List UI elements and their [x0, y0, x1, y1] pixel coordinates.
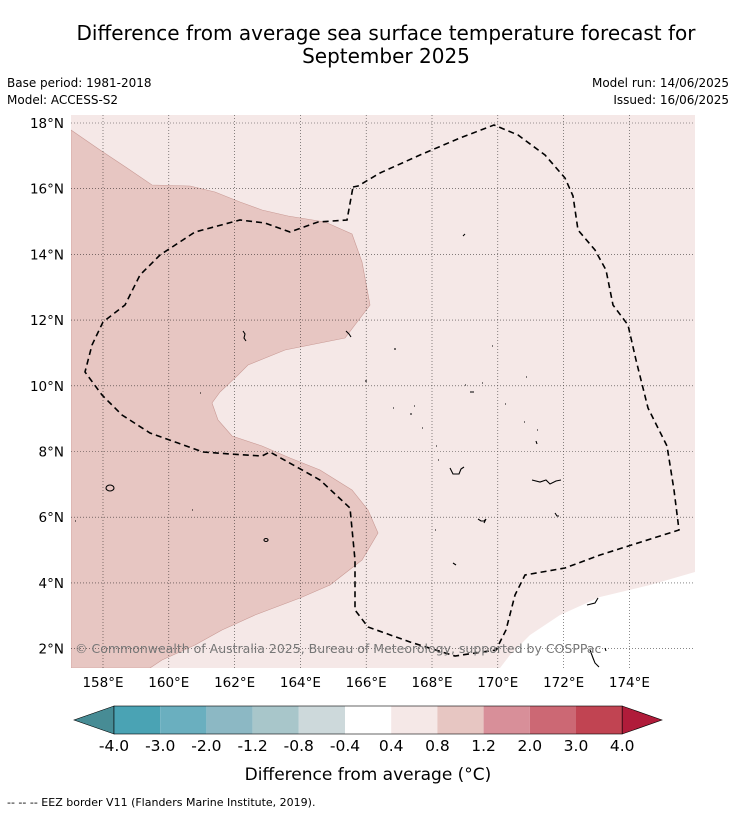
- latitude-tick-label: 14°N: [30, 247, 64, 263]
- model-name: Model: ACCESS-S2: [7, 93, 119, 107]
- anomaly-band-neutral: [500, 572, 695, 668]
- island: [554, 512, 559, 517]
- colorbar-tick-label: 3.0: [564, 737, 589, 755]
- colorbar-tick-label: -0.4: [330, 737, 360, 755]
- colorbar-cell: [483, 706, 530, 734]
- meta-right: Model run: 14/06/2025 Issued: 16/06/2025: [592, 75, 729, 109]
- base-period: Base period: 1981-2018: [7, 76, 152, 90]
- colorbar-extend-high: [621, 705, 663, 735]
- longitude-tick-label: 168°E: [411, 675, 452, 691]
- colorbar-cell: [345, 706, 392, 734]
- island: [589, 647, 607, 668]
- colorbar-tick-label: 0.4: [379, 737, 404, 755]
- colorbar-cell: [298, 706, 345, 734]
- island: [449, 466, 465, 475]
- island: [505, 376, 527, 405]
- island: [462, 233, 466, 237]
- anomaly-band-0.8-1.2: [71, 129, 379, 668]
- latitude-labels: 18°N 16°N 14°N 12°N 10°N 8°N 6°N 4°N 2°N: [30, 116, 64, 658]
- latitude-tick-label: 2°N: [39, 642, 64, 658]
- graticule: [71, 115, 695, 668]
- latitude-tick-label: 18°N: [30, 116, 64, 132]
- colorbar-title: Difference from average (°C): [245, 765, 492, 785]
- issued-date: Issued: 16/06/2025: [613, 93, 729, 107]
- longitude-tick-label: 166°E: [346, 675, 387, 691]
- longitude-tick-label: 158°E: [82, 675, 123, 691]
- island: [263, 537, 269, 543]
- latitude-tick-label: 12°N: [30, 313, 64, 329]
- colorbar-cell: [160, 706, 207, 734]
- latitude-tick-label: 6°N: [39, 510, 64, 526]
- island: [105, 484, 115, 492]
- latitude-tick-label: 4°N: [39, 576, 64, 592]
- copyright-notice: © Commonwealth of Australia 2025, Bureau…: [75, 641, 601, 656]
- colorbar-tick-label: -1.2: [237, 737, 267, 755]
- latitude-tick-label: 16°N: [30, 182, 64, 198]
- colorbar-cell: [252, 706, 299, 734]
- longitude-tick-label: 162°E: [214, 675, 255, 691]
- map-area: © Commonwealth of Australia 2025, Bureau…: [71, 115, 695, 668]
- colorbar-tick-label: -3.0: [145, 737, 175, 755]
- colorbar-tick-label: 4.0: [610, 737, 635, 755]
- colorbar-tick-label: -0.8: [284, 737, 314, 755]
- legend-footnote: -- -- -- EEZ border V11 (Flanders Marine…: [7, 796, 316, 809]
- longitude-tick-label: 174°E: [609, 675, 650, 691]
- colorbar-tick-label: 0.8: [425, 737, 450, 755]
- island: [452, 562, 457, 566]
- colorbar-tick-label: 1.2: [471, 737, 496, 755]
- meta-left: Base period: 1981-2018 Model: ACCESS-S2: [7, 75, 152, 109]
- colorbar-cell: [206, 706, 253, 734]
- colorbar-cell: [529, 706, 576, 734]
- model-run: Model run: 14/06/2025: [591, 76, 729, 90]
- longitude-tick-label: 170°E: [477, 675, 518, 691]
- colorbar-outline: [113, 705, 623, 735]
- island: [345, 330, 352, 338]
- eez-border: [84, 124, 680, 657]
- island: [477, 518, 487, 524]
- colorbar-tick-label: -4.0: [99, 737, 129, 755]
- island: [465, 382, 483, 393]
- island: [393, 405, 415, 415]
- latitude-tick-label: 8°N: [39, 445, 64, 461]
- island: [586, 597, 599, 606]
- island: [524, 421, 538, 445]
- colorbar-tick-label: -2.0: [191, 737, 221, 755]
- colorbar-cell: [437, 706, 484, 734]
- islands: [75, 233, 607, 668]
- colorbar-cell: [576, 706, 623, 734]
- longitude-tick-label: 160°E: [148, 675, 189, 691]
- colorbar-cell: [114, 706, 161, 734]
- island: [75, 392, 436, 531]
- chart-title: Difference from average sea surface temp…: [0, 22, 736, 68]
- island: [531, 479, 562, 485]
- colorbar-labels: -4.0 -3.0 -2.0 -1.2 -0.8 -0.4 0.4 0.8 1.2 2.0 3.0 4…: [99, 737, 635, 755]
- colorbar-tick-label: 2.0: [517, 737, 542, 755]
- longitude-tick-label: 164°E: [280, 675, 321, 691]
- colorbar: [73, 705, 663, 735]
- island: [242, 330, 247, 342]
- longitude-tick-label: 172°E: [543, 675, 584, 691]
- title-line-2: September 2025: [302, 44, 470, 68]
- colorbar-cell: [391, 706, 438, 734]
- longitude-labels: 158°E 160°E 162°E 164°E 166°E 168°E 170°E 172°E…: [82, 675, 649, 691]
- island: [422, 427, 439, 461]
- latitude-tick-label: 10°N: [30, 379, 64, 395]
- title-line-1: Difference from average sea surface temp…: [76, 21, 696, 45]
- colorbar-extend-low: [73, 705, 115, 735]
